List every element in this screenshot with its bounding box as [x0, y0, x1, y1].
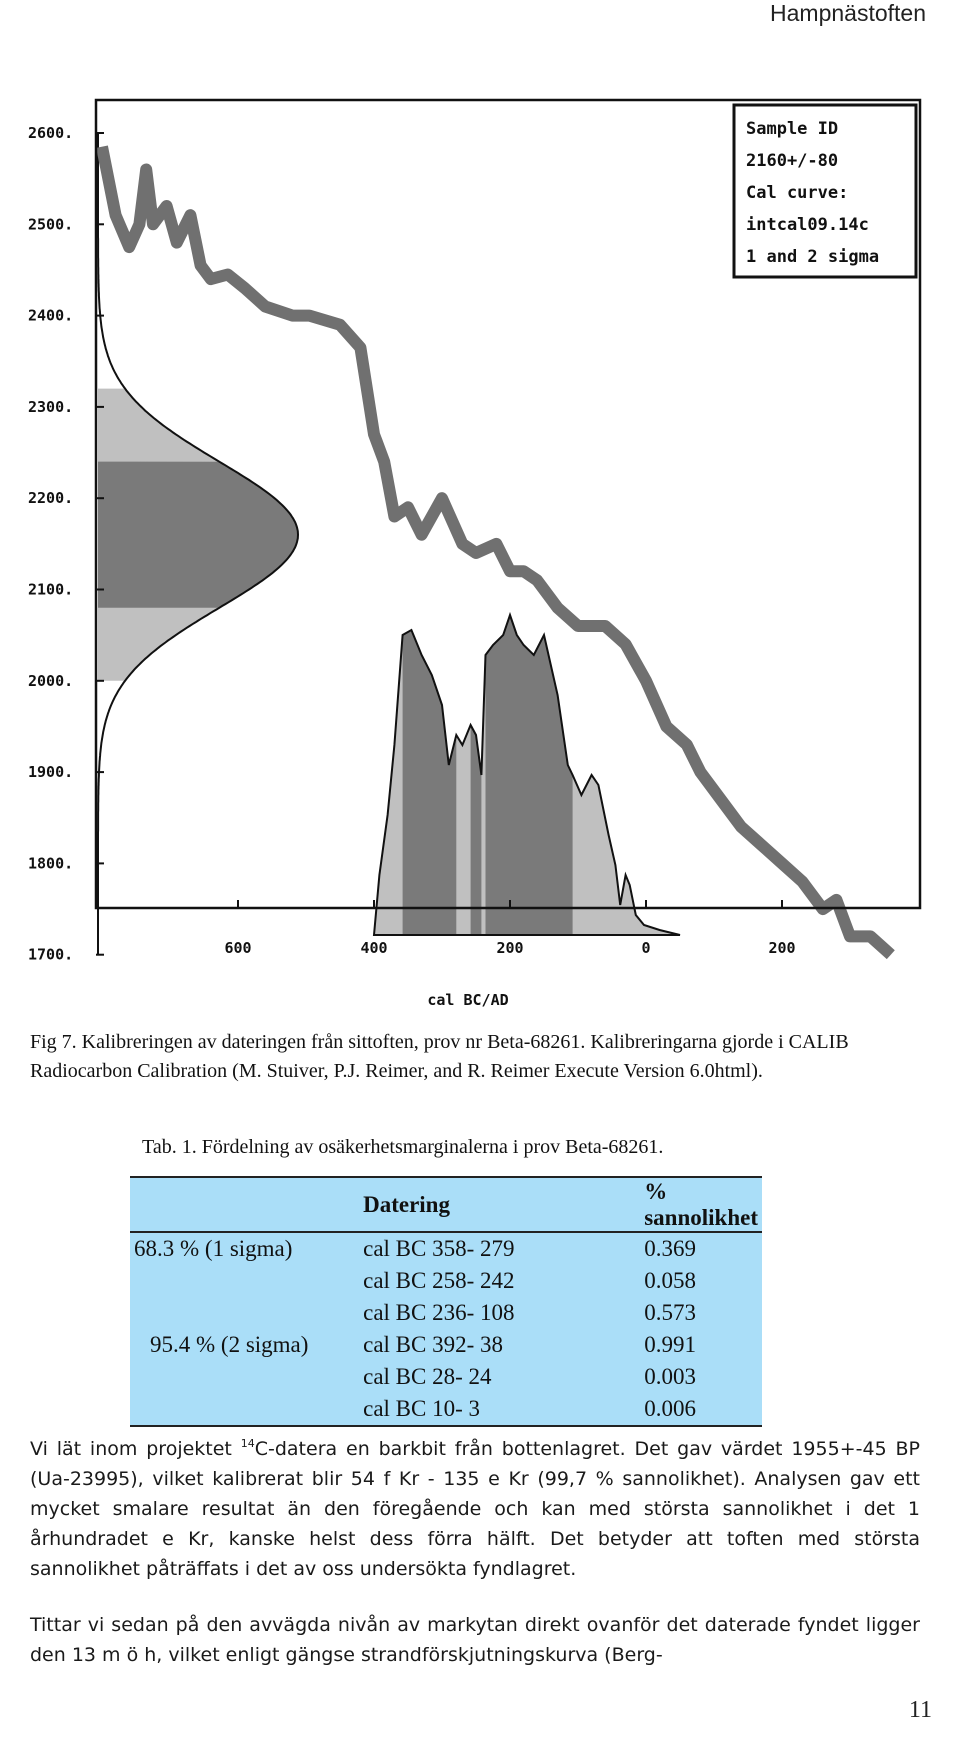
x-tick-label: 0 [641, 939, 650, 957]
probability-cell: 0.006 [574, 1393, 762, 1427]
calibration-curve [96, 145, 895, 960]
sigma-cell: 95.4 % (2 sigma) [150, 1332, 309, 1357]
x-tick-label: 400 [360, 939, 387, 957]
calibrated-outline [372, 611, 681, 936]
legend-line-4: intcal09.14c [746, 215, 869, 235]
table-row: cal BC 236- 108 0.573 [130, 1297, 762, 1329]
header-cell-datering: Datering [359, 1176, 575, 1233]
sigma-cell [130, 1297, 359, 1329]
table-row: cal BC 258- 242 0.058 [130, 1265, 762, 1297]
table-header-row: Datering % sannolikhet [130, 1176, 762, 1233]
paragraph-text: C-datera en barkbit från bottenlagret. D… [30, 1438, 920, 1580]
calibrated-distribution [372, 611, 681, 936]
y-tick-label: 2100. [28, 581, 73, 599]
table-title: Tab. 1. Fördelning av osäkerhetsmarginal… [142, 1136, 664, 1158]
x-axis-label: cal BC/AD [427, 991, 508, 1009]
date-cell: cal BC 236- 108 [363, 1300, 515, 1325]
sigma-cell: 68.3 % (1 sigma) [134, 1236, 293, 1261]
date-cell: cal BC 392- 38 [363, 1332, 504, 1357]
figure-caption: Fig 7. Kalibreringen av dateringen från … [30, 1031, 849, 1082]
y-tick-label: 2500. [28, 215, 73, 233]
y-tick-label: 2000. [28, 672, 73, 690]
running-header: Hampnästoften [770, 0, 926, 26]
y-axis-tick-labels: 2600. 2500. 2400. 2300. 2200. 2100. 2000. 1900.… [28, 124, 73, 964]
y-tick-label: 2200. [28, 489, 73, 507]
page-number: 11 [908, 1697, 932, 1723]
table-row: cal BC 28- 24 0.003 [130, 1361, 762, 1393]
bp-distribution [97, 133, 300, 955]
y-tick-label: 1700. [28, 946, 73, 964]
x-tick-label: 200 [768, 939, 795, 957]
y-axis-ticks [96, 132, 104, 956]
table-row: 95.4 % (2 sigma) cal BC 392- 38 0.991 [130, 1329, 762, 1361]
probability-cell: 0.369 [644, 1236, 696, 1261]
x-tick-label: 600 [224, 939, 251, 957]
legend-box: Sample ID 2160+/-80 Cal curve: intcal09.… [732, 103, 918, 279]
y-tick-label: 1800. [28, 854, 73, 872]
header-cell-sannolikhet: % sannolikhet [574, 1176, 762, 1233]
sigma-cell [130, 1265, 359, 1297]
one-sigma-band [98, 461, 298, 608]
probability-table: Datering % sannolikhet 68.3 % (1 sigma) … [130, 1176, 762, 1427]
paragraph-text: Vi lät inom projektet [30, 1438, 241, 1460]
y-tick-label: 2300. [28, 398, 73, 416]
probability-cell: 0.573 [644, 1300, 696, 1325]
calibrated-one-sigma [402, 615, 573, 935]
calibration-figure: 2600. 2500. 2400. 2300. 2200. 2100. 2000. 1900.… [28, 98, 922, 1009]
isotope-superscript: 14 [240, 1437, 255, 1450]
legend-line-1: Sample ID [746, 119, 838, 139]
sigma-cell [130, 1393, 360, 1427]
date-cell: cal BC 28- 24 [363, 1364, 492, 1389]
y-tick-label: 1900. [28, 763, 73, 781]
legend-line-5: 1 and 2 sigma [746, 247, 879, 267]
x-axis-ticks: 600 400 200 0 200 [224, 900, 796, 957]
header-cell-blank [130, 1176, 360, 1233]
y-tick-label: 2600. [28, 124, 73, 142]
body-paragraph-1: Vi lät inom projektet 14C-datera en bark… [30, 1434, 920, 1584]
table-row: cal BC 10- 3 0.006 [130, 1393, 762, 1427]
probability-cell: 0.003 [644, 1364, 696, 1389]
date-cell: cal BC 258- 242 [363, 1268, 515, 1293]
body-paragraph-2: Tittar vi sedan på den avvägda nivån av … [30, 1614, 920, 1666]
x-tick-label: 200 [496, 939, 523, 957]
legend-line-2: 2160+/-80 [746, 151, 838, 171]
date-cell: cal BC 358- 279 [363, 1236, 515, 1261]
legend-line-3: Cal curve: [746, 183, 848, 203]
probability-cell: 0.991 [644, 1332, 696, 1357]
table-row: 68.3 % (1 sigma) cal BC 358- 279 0.369 [130, 1232, 762, 1265]
date-cell: cal BC 10- 3 [359, 1393, 575, 1427]
bp-distribution-outline [97, 133, 300, 955]
plot-frame [94, 98, 922, 910]
probability-cell: 0.058 [644, 1268, 696, 1293]
y-tick-label: 2400. [28, 307, 73, 325]
sigma-cell [130, 1361, 359, 1393]
